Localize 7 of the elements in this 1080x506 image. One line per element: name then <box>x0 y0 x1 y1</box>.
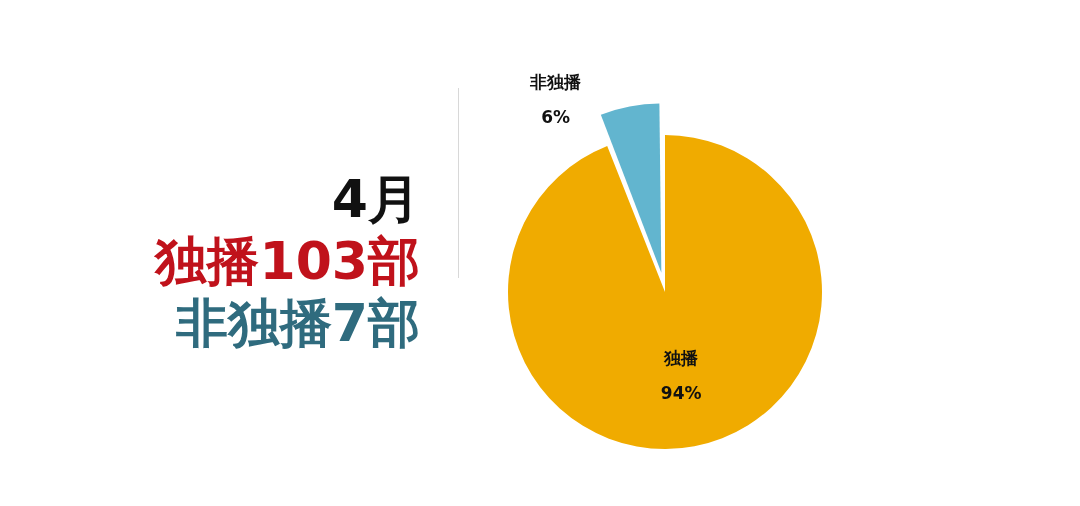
slice-label: 独播 <box>663 348 700 369</box>
data-label: 94% <box>660 383 702 404</box>
data-label: 6% <box>541 106 571 127</box>
text: 独播103部 <box>155 230 420 292</box>
slice-label: 非独播 <box>529 71 583 92</box>
text: 4月 <box>330 168 420 230</box>
text: 非独播7部 <box>174 292 420 354</box>
